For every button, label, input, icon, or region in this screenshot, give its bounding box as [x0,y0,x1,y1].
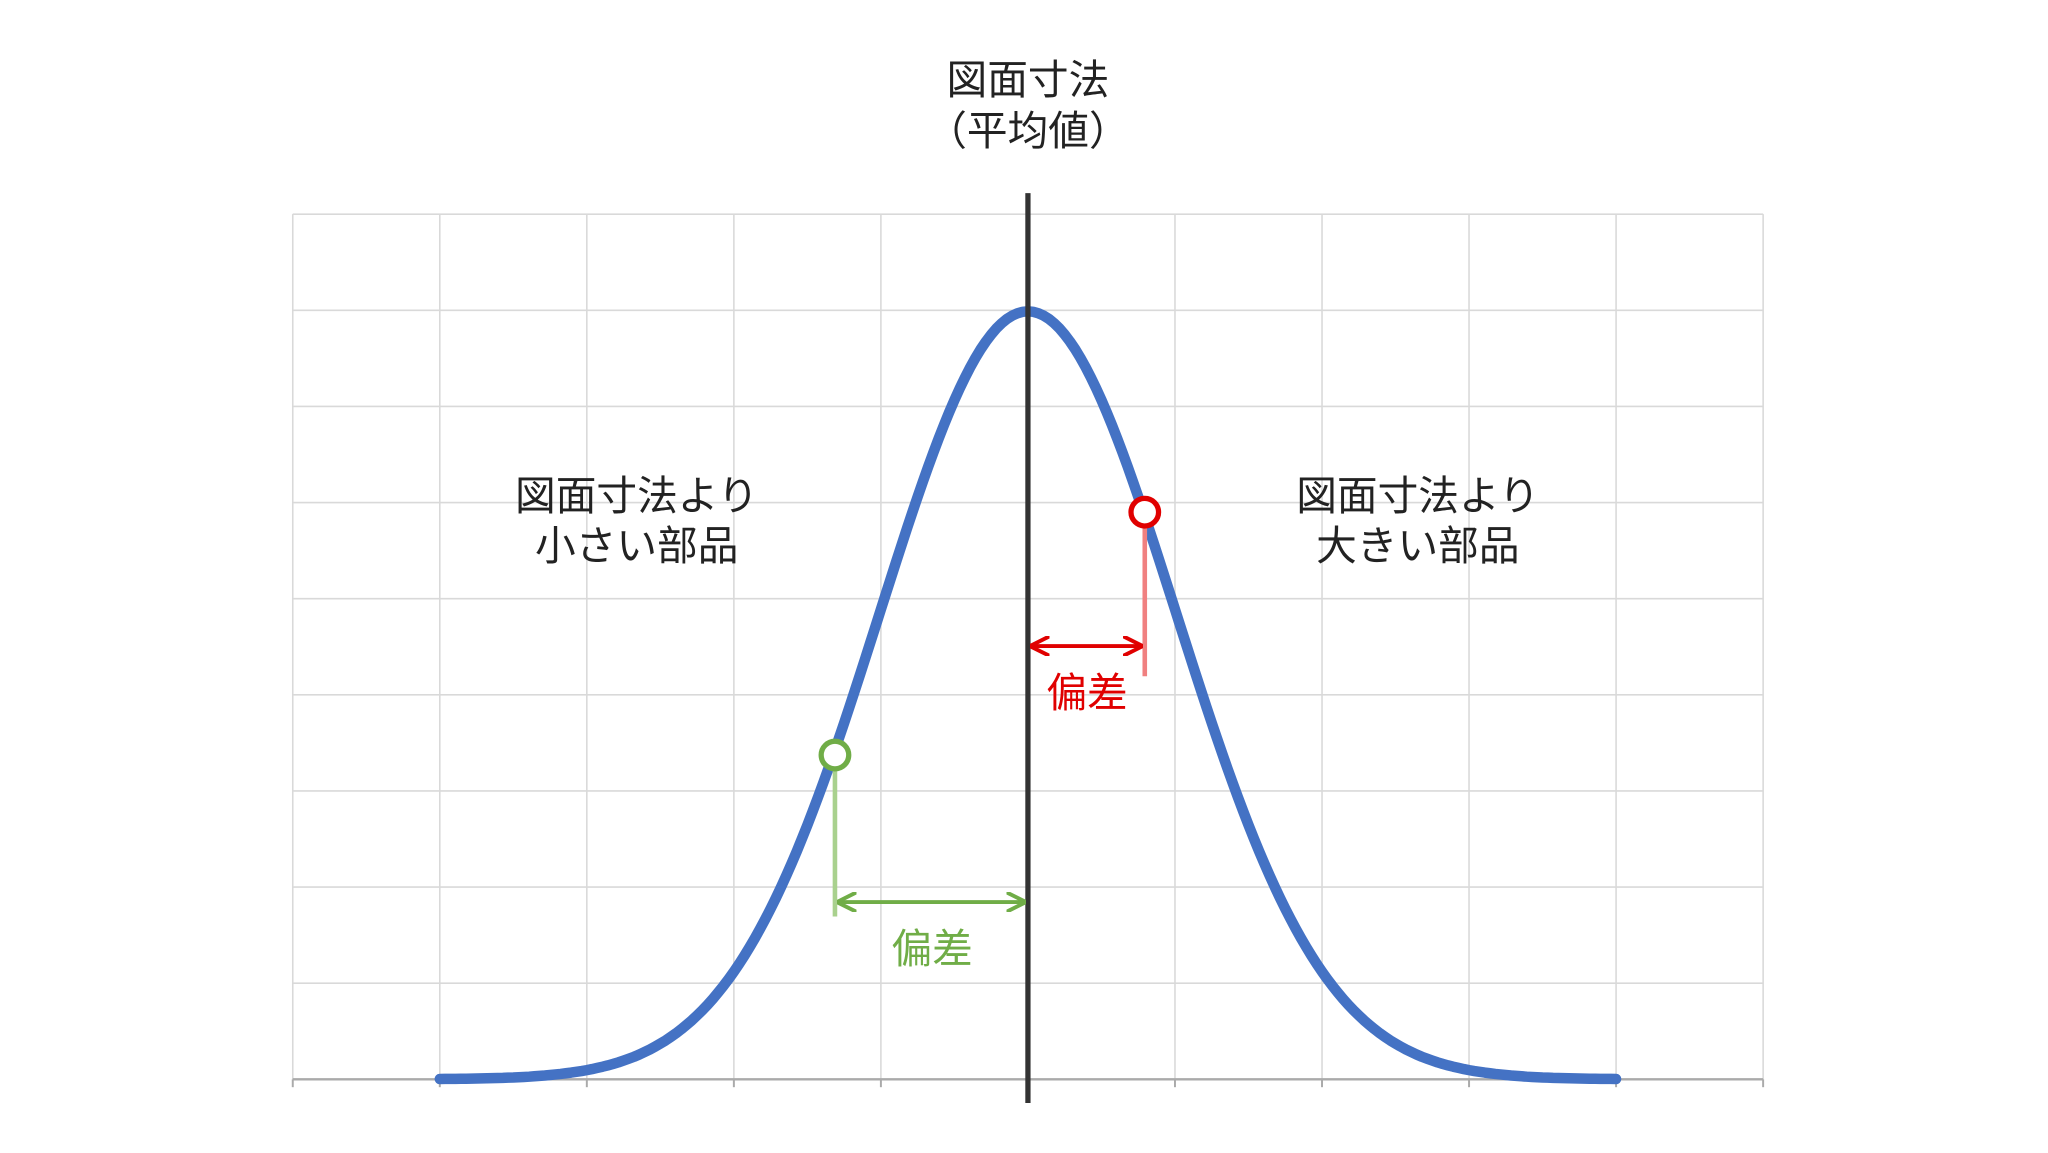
deviation-label: 偏差 [1046,669,1127,717]
deviation-label: 偏差 [891,925,972,973]
green-point [818,738,852,772]
right-label: 大きい部品 [1316,522,1519,570]
left-label: 図面寸法より [515,472,758,520]
red-point [1128,495,1162,529]
right-label: 図面寸法より [1296,472,1539,520]
subtitle: （平均値） [926,107,1129,155]
left-label: 小さい部品 [535,522,738,570]
title: 図面寸法 [947,56,1110,104]
